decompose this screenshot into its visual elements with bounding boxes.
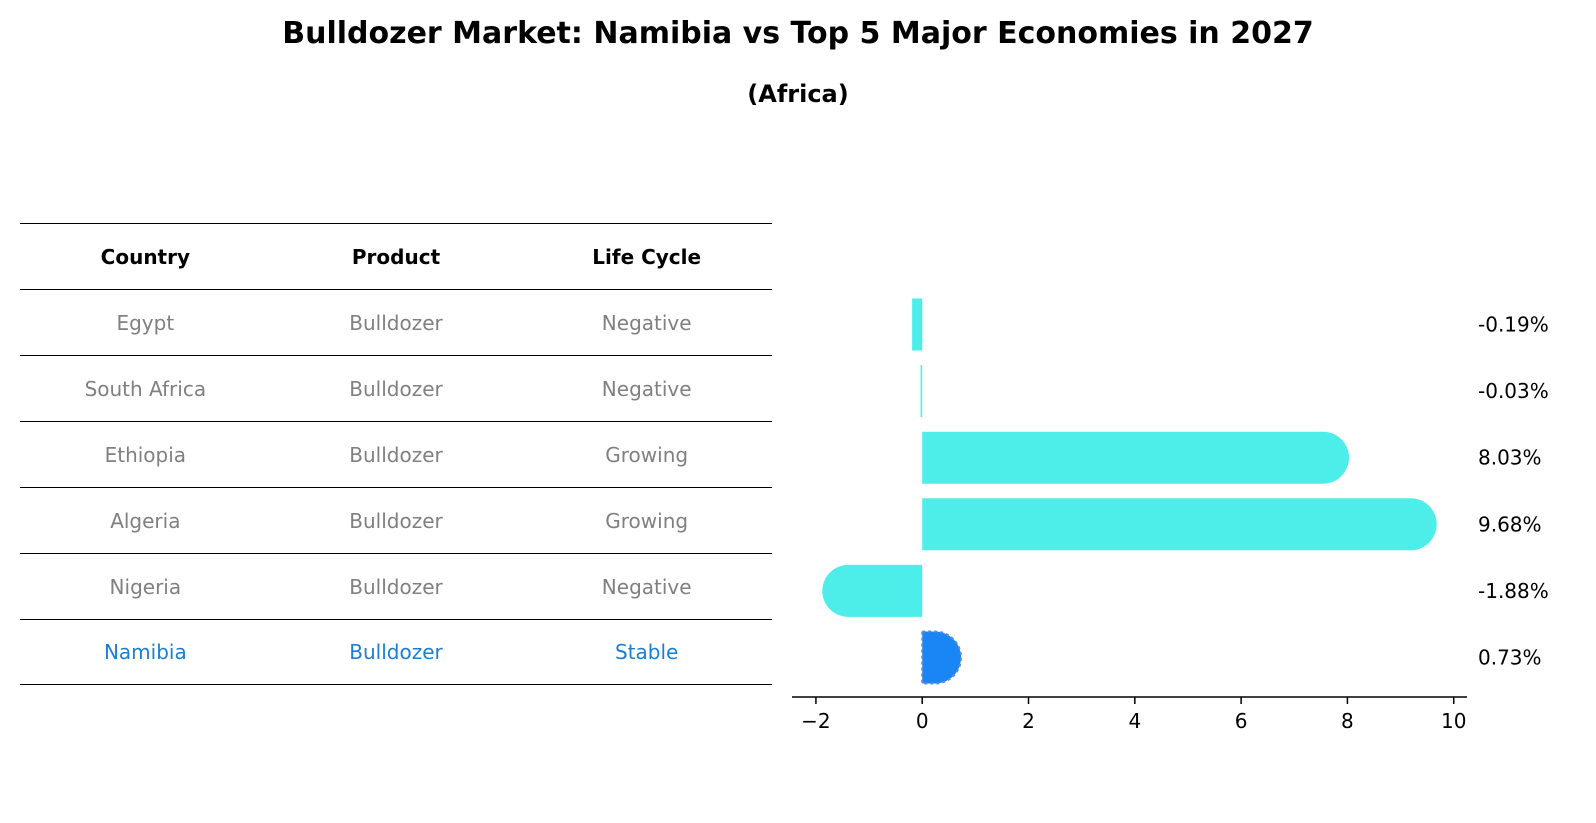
cell-product: Bulldozer — [349, 640, 443, 664]
table-row: Nigeria Bulldozer Negative — [20, 553, 772, 619]
x-tick-label: 2 — [1022, 709, 1035, 733]
bar-south-africa — [920, 365, 923, 418]
x-tick-label: 6 — [1235, 709, 1248, 733]
bar-nigeria — [822, 564, 923, 617]
table-row: Egypt Bulldozer Negative — [20, 289, 772, 355]
header-life-cycle: Life Cycle — [592, 244, 702, 269]
cell-life-cycle: Growing — [605, 442, 689, 467]
cell-country: Namibia — [103, 640, 187, 664]
table-row: Namibia Bulldozer Stable — [20, 619, 772, 685]
cell-life-cycle: Growing — [605, 508, 689, 533]
table-header-row: Country Product Life Cycle — [20, 223, 772, 289]
table-row: Algeria Bulldozer Growing — [20, 487, 772, 553]
value-label: -1.88% — [1478, 579, 1549, 603]
chart-subtitle: (Africa) — [747, 80, 849, 108]
bar-egypt — [912, 298, 923, 351]
x-tick-label: 8 — [1341, 709, 1354, 733]
cell-life-cycle: Stable — [615, 640, 679, 664]
bar-ethiopia — [922, 431, 1350, 484]
cell-country: Egypt — [116, 310, 175, 335]
bar-algeria — [922, 498, 1437, 551]
table-row: Ethiopia Bulldozer Growing — [20, 421, 772, 487]
x-tick-label: 4 — [1128, 709, 1141, 733]
x-tick-label: 10 — [1441, 709, 1466, 733]
cell-life-cycle: Negative — [601, 376, 692, 401]
cell-life-cycle: Negative — [601, 310, 692, 335]
comparison-table: Country Product Life Cycle Egypt Bulldoze… — [20, 223, 772, 685]
header-country: Country — [100, 244, 191, 269]
header-product: Product — [351, 244, 441, 269]
cell-product: Bulldozer — [349, 508, 443, 533]
cell-country: Algeria — [110, 508, 181, 533]
x-tick-label: 0 — [916, 709, 929, 733]
value-label: -0.19% — [1478, 313, 1549, 337]
cell-country: Nigeria — [109, 574, 182, 599]
chart-title: Bulldozer Market: Namibia vs Top 5 Major… — [282, 16, 1314, 51]
value-label: -0.03% — [1478, 379, 1549, 403]
value-label: 9.68% — [1478, 512, 1542, 536]
cell-product: Bulldozer — [349, 310, 443, 335]
table-row: South Africa Bulldozer Negative — [20, 355, 772, 421]
cell-country: Ethiopia — [104, 442, 187, 467]
bar-namibia — [921, 630, 963, 685]
value-label: 0.73% — [1478, 646, 1542, 670]
value-label: 8.03% — [1478, 446, 1542, 470]
cell-life-cycle: Negative — [601, 574, 692, 599]
cell-product: Bulldozer — [349, 442, 443, 467]
cell-product: Bulldozer — [349, 376, 443, 401]
cell-product: Bulldozer — [349, 574, 443, 599]
x-tick-label: −2 — [801, 709, 830, 733]
cell-country: South Africa — [84, 376, 207, 401]
